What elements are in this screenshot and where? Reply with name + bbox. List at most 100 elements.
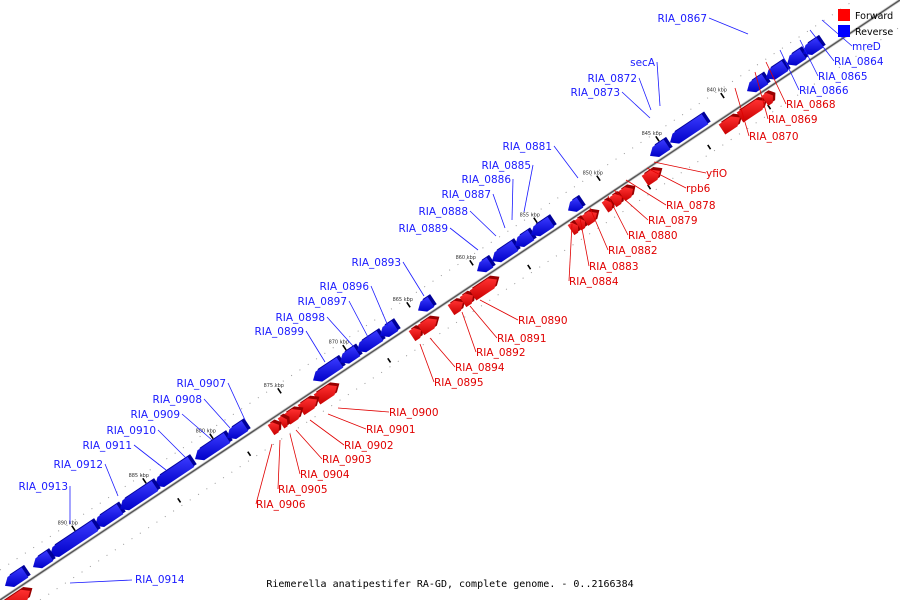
gene-label-ria_0904[interactable]: RIA_0904	[300, 469, 350, 481]
gene-label-ria_0878[interactable]: RIA_0878	[666, 200, 716, 212]
gene-arrow-f7[interactable]	[567, 222, 579, 236]
gene-arrow-r1[interactable]	[766, 60, 789, 80]
gene-label-yfio[interactable]: yfiO	[706, 168, 727, 180]
gene-label-ria_0868[interactable]: RIA_0868	[786, 99, 836, 111]
gene-label-ria_0887[interactable]: RIA_0887	[441, 189, 491, 201]
gene-arrow-r0[interactable]	[747, 74, 769, 93]
gene-arrow-r15[interactable]	[380, 320, 399, 337]
gene-arrow-f14[interactable]	[417, 318, 437, 336]
gene-label-ria_0902[interactable]: RIA_0902	[344, 440, 394, 452]
gene-arrow-r6[interactable]	[568, 197, 584, 212]
gene-arrow-f3[interactable]	[641, 169, 660, 186]
gene-label-ria_0911[interactable]: RIA_0911	[82, 440, 132, 452]
gene-arrow-r17[interactable]	[227, 420, 249, 439]
gene-label-ria_0882[interactable]: RIA_0882	[608, 245, 658, 257]
gene-arrow-f19[interactable]	[267, 422, 279, 436]
gene-arrow-r14[interactable]	[357, 330, 384, 353]
gene-label-ria_0906[interactable]: RIA_0906	[256, 499, 306, 511]
gene-arrow-r3[interactable]	[803, 37, 824, 55]
gene-label-ria_0913[interactable]: RIA_0913	[18, 481, 68, 493]
minor-mark	[177, 497, 182, 503]
gene-label-ria_0903[interactable]: RIA_0903	[322, 454, 372, 466]
gene-arrow-r12[interactable]	[313, 357, 344, 382]
gene-arrow-f10[interactable]	[447, 300, 463, 316]
gene-arrow-r10[interactable]	[531, 216, 555, 237]
gene-arrow-r18[interactable]	[155, 456, 195, 487]
tick-mark	[596, 175, 601, 182]
gene-label-ria_0900[interactable]: RIA_0900	[389, 407, 439, 419]
gene-label-ria_0873[interactable]: RIA_0873	[570, 87, 620, 99]
gene-arrow-f16[interactable]	[297, 398, 317, 416]
gene-label-ria_0865[interactable]: RIA_0865	[818, 71, 868, 83]
gene-arrow-r19[interactable]	[95, 504, 124, 527]
gene-arrow-r21[interactable]	[50, 520, 99, 557]
gene-arrow-f13[interactable]	[408, 327, 421, 342]
gene-label-ria_0890[interactable]: RIA_0890	[518, 315, 568, 327]
gene-label-ria_0869[interactable]: RIA_0869	[768, 114, 818, 126]
gene-arrow-r16[interactable]	[195, 432, 231, 461]
gene-label-ria_0896[interactable]: RIA_0896	[319, 281, 369, 293]
gene-arrow-f15[interactable]	[313, 385, 337, 405]
gene-arrow-f6[interactable]	[618, 187, 633, 202]
leader-line	[295, 429, 323, 460]
gene-label-seca[interactable]: secA	[630, 57, 656, 69]
gene-label-ria_0910[interactable]: RIA_0910	[106, 425, 156, 437]
gene-arrow-r7[interactable]	[477, 257, 494, 273]
gene-arrow-r2[interactable]	[787, 48, 807, 66]
gene-label-ria_0880[interactable]: RIA_0880	[628, 230, 678, 242]
gene-label-ria_0885[interactable]: RIA_0885	[481, 160, 531, 172]
genome-title: Riemerella anatipestifer RA-GD, complete…	[266, 579, 633, 590]
gene-label-rpb6[interactable]: rpb6	[686, 183, 711, 195]
gene-label-ria_0908[interactable]: RIA_0908	[152, 394, 202, 406]
gene-label-ria_0898[interactable]: RIA_0898	[275, 312, 325, 324]
gene-label-mred[interactable]: mreD	[852, 41, 881, 53]
gene-label-ria_0912[interactable]: RIA_0912	[53, 459, 103, 471]
gene-label-ria_0879[interactable]: RIA_0879	[648, 215, 698, 227]
gene-label-ria_0888[interactable]: RIA_0888	[418, 206, 468, 218]
gene-label-ria_0870[interactable]: RIA_0870	[749, 131, 799, 143]
gene-label-ria_0884[interactable]: RIA_0884	[569, 276, 619, 288]
gene-arrow-f12[interactable]	[469, 278, 497, 301]
gene-arrow-f2[interactable]	[761, 92, 773, 106]
gene-label-ria_0914[interactable]: RIA_0914	[135, 574, 185, 586]
leader-line	[402, 261, 425, 297]
gene-arrow-r8[interactable]	[492, 240, 519, 263]
gene-label-ria_0899[interactable]: RIA_0899	[254, 326, 304, 338]
gene-arrow-f20[interactable]	[2, 589, 30, 600]
gene-label-ria_0894[interactable]: RIA_0894	[455, 362, 505, 374]
gene-arrow-r22[interactable]	[33, 550, 54, 569]
gene-arrow-r13[interactable]	[340, 346, 361, 364]
gene-label-ria_0889[interactable]: RIA_0889	[398, 223, 448, 235]
gene-arrow-f18[interactable]	[277, 416, 288, 429]
gene-label-ria_0886[interactable]: RIA_0886	[461, 174, 511, 186]
gene-label-ria_0867[interactable]: RIA_0867	[657, 13, 707, 25]
leader-line	[69, 579, 133, 584]
leader-line	[227, 382, 246, 421]
gene-arrow-f8[interactable]	[574, 217, 586, 231]
gene-label-ria_0881[interactable]: RIA_0881	[502, 141, 552, 153]
gene-arrow-r5[interactable]	[670, 114, 709, 144]
gene-label-ria_0883[interactable]: RIA_0883	[589, 261, 639, 273]
gene-arrow-r11[interactable]	[418, 296, 435, 312]
gene-arrow-r4[interactable]	[650, 139, 671, 157]
gene-label-ria_0892[interactable]: RIA_0892	[476, 347, 526, 359]
gene-arrow-r9[interactable]	[515, 230, 535, 247]
gene-arrow-f0[interactable]	[718, 116, 740, 135]
gene-arrow-r23[interactable]	[5, 567, 29, 587]
gene-label-ria_0872[interactable]: RIA_0872	[587, 73, 637, 85]
gene-label-ria_0864[interactable]: RIA_0864	[834, 56, 884, 68]
gene-label-ria_0907[interactable]: RIA_0907	[176, 378, 226, 390]
gene-label-ria_0909[interactable]: RIA_0909	[130, 409, 180, 421]
gene-label-ria_0891[interactable]: RIA_0891	[497, 333, 547, 345]
gene-arrow-f11[interactable]	[459, 293, 473, 308]
gene-label-ria_0895[interactable]: RIA_0895	[434, 377, 484, 389]
gene-label-ria_0893[interactable]: RIA_0893	[351, 257, 401, 269]
leader-line	[821, 19, 853, 47]
gene-arrow-r20[interactable]	[120, 480, 159, 511]
gene-label-ria_0901[interactable]: RIA_0901	[366, 424, 416, 436]
gene-arrow-f5[interactable]	[609, 193, 622, 208]
gene-label-ria_0897[interactable]: RIA_0897	[297, 296, 347, 308]
gene-label-ria_0905[interactable]: RIA_0905	[278, 484, 328, 496]
gene-label-ria_0866[interactable]: RIA_0866	[799, 85, 849, 97]
gene-arrow-f4[interactable]	[601, 199, 613, 213]
